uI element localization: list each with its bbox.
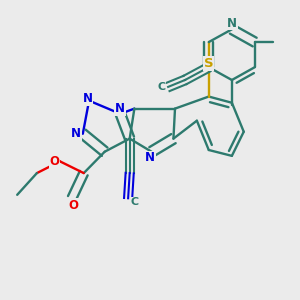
Text: N: N [82,92,92,106]
Text: N: N [227,16,237,30]
Text: O: O [50,155,59,168]
Text: S: S [204,57,214,70]
Text: C: C [157,82,165,92]
Text: N: N [115,102,125,115]
Text: C: C [130,197,138,207]
Text: O: O [68,199,78,212]
Text: N: N [71,127,81,140]
Text: N: N [145,152,155,164]
